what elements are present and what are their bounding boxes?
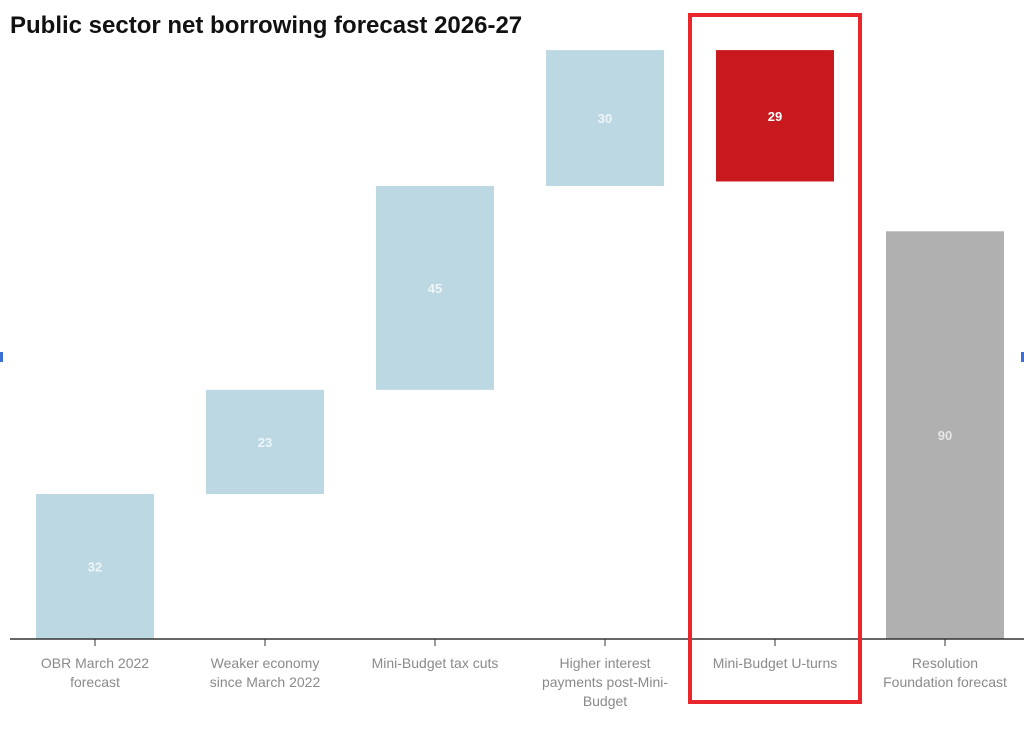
bar-value-label-2: 45 [428,281,442,296]
left-edge-marker [0,352,3,362]
bar-4 [716,50,834,182]
bar-value-label-4: 29 [768,109,782,124]
bar-value-label-3: 30 [598,111,612,126]
bar-3 [546,50,664,186]
bar-1 [206,389,324,495]
category-label-4: Mini-Budget U-turns [713,655,838,671]
right-edge-marker [1021,352,1024,362]
category-labels-group: OBR March 2022 forecast Weaker economy sinc… [41,655,1007,709]
x-ticks-group [94,639,946,646]
category-label-5: Resolution Foundation forecast [883,655,1007,690]
chart-title: Public sector net borrowing forecast 202… [10,12,522,39]
bar-value-label-0: 32 [88,560,102,575]
highlight-box [688,13,862,704]
category-label-2: Mini-Budget tax cuts [372,655,499,671]
bars-group: 32 23 45 30 29 90 [36,50,1004,640]
bar-2 [376,186,494,390]
bar-0 [36,494,154,639]
bar-5 [886,231,1004,640]
category-label-3: Higher interest payments post-Mini-Budget [542,655,668,709]
bar-value-label-1: 23 [258,435,272,450]
category-label-1: Weaker economy since March 2022 [210,655,321,690]
bar-value-label-5: 90 [938,428,952,443]
category-label-0: OBR March 2022 forecast [41,655,149,690]
